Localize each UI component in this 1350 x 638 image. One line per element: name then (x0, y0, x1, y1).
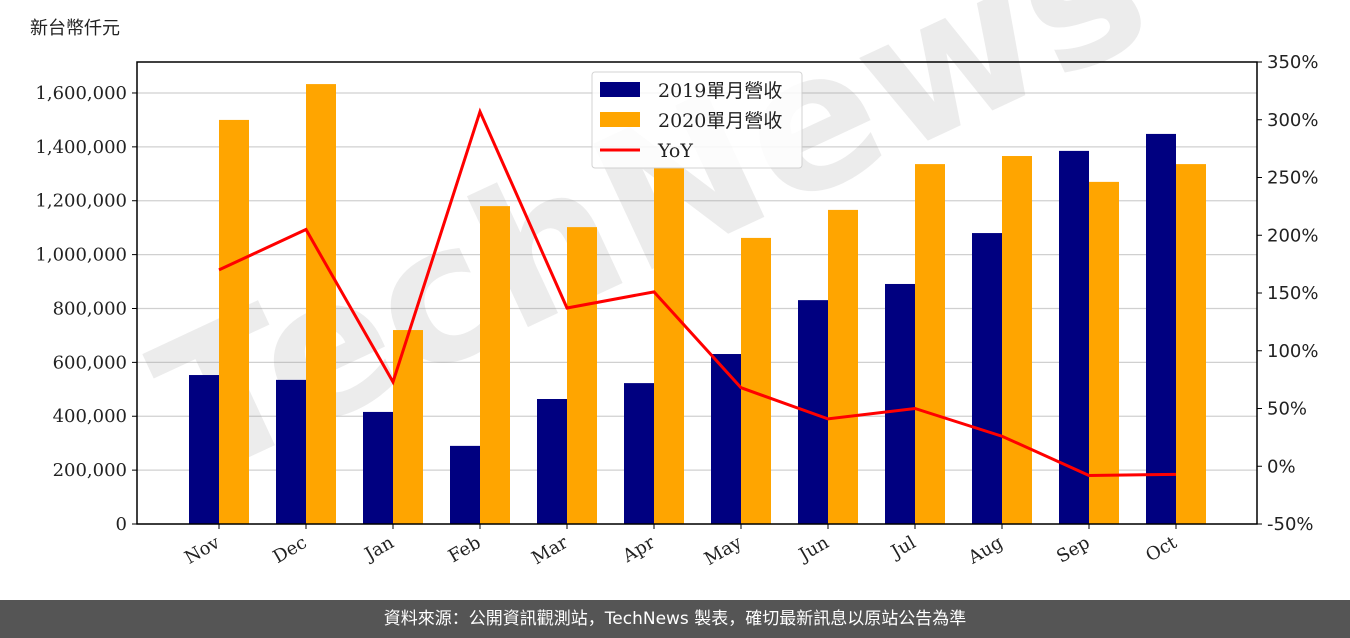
bar-2019 (1059, 150, 1089, 525)
y2-tick-label: 150% (1267, 283, 1318, 304)
bar-2020 (393, 330, 423, 524)
y-tick-label: 1,000,000 (35, 245, 127, 266)
y2-tick-label: 200% (1267, 225, 1318, 246)
y-tick-label: 600,000 (53, 352, 127, 373)
y-tick-label: 1,400,000 (35, 137, 127, 158)
bar-2020 (306, 84, 336, 525)
y2-tick-label: 0% (1267, 456, 1296, 477)
bar-2020 (915, 164, 945, 524)
revenue-chart: 0 200,000 400,000 600,000 800,000 1,000,000 1,… (35, 0, 1318, 570)
bar-2019 (624, 383, 654, 524)
y-tick-label: 1,600,000 (35, 83, 127, 104)
bar-2019 (885, 283, 915, 524)
x-tick-label: Dec (270, 532, 311, 568)
bar-2019 (537, 399, 567, 524)
source-footer: 資料來源：公開資訊觀測站，TechNews 製表，確切最新訊息以原站公告為準 (0, 600, 1350, 638)
x-tick-label: Nov (181, 532, 224, 569)
bar-2019 (711, 354, 741, 524)
bar-2020 (741, 237, 771, 524)
x-tick-label: Sep (1053, 532, 1093, 567)
legend-swatch (600, 82, 640, 97)
bar-2020 (219, 119, 249, 524)
y-tick-label: 200,000 (53, 460, 127, 481)
x-tick-label: Apr (618, 532, 658, 567)
x-tick-label: Jul (886, 532, 920, 564)
y2-tick-label: 350% (1267, 52, 1318, 73)
x-tick-label: May (701, 532, 746, 570)
bar-2019 (363, 411, 393, 524)
y-axis-label: 新台幣仟元 (30, 18, 120, 39)
y-tick-label: 1,200,000 (35, 191, 127, 212)
x-tick-label: Feb (445, 532, 485, 567)
x-tick-label: Oct (1142, 532, 1181, 567)
bar-2020 (1002, 156, 1032, 524)
bar-2020 (567, 227, 597, 524)
bar-2020 (1089, 181, 1119, 524)
legend-box (591, 71, 803, 169)
bar-2019 (276, 379, 306, 524)
x-tick-label: Jun (794, 532, 833, 567)
y2-tick-label: 300% (1267, 110, 1318, 131)
bar-2020 (654, 167, 684, 524)
y-tick-label: 800,000 (53, 298, 127, 319)
x-tick-label: Jan (360, 532, 398, 566)
bar-2019 (1146, 133, 1176, 525)
x-tick-label: Mar (528, 532, 572, 569)
legend-label: 2020單月營收 (658, 110, 782, 132)
y2-tick-label: 50% (1267, 399, 1307, 420)
bar-2020 (480, 206, 510, 525)
x-tick-label: Aug (964, 532, 1007, 569)
bar-2019 (450, 445, 480, 524)
legend-label: YoY (657, 140, 693, 162)
y2-tick-label: 250% (1267, 168, 1318, 189)
bar-2020 (828, 209, 858, 525)
bar-2019 (189, 375, 219, 524)
y2-tick-label: -50% (1267, 514, 1314, 535)
y2-tick-label: 100% (1267, 341, 1318, 362)
legend-swatch (600, 112, 640, 127)
bar-2020 (1176, 164, 1206, 524)
legend-label: 2019單月營收 (658, 80, 782, 102)
bar-2019 (972, 233, 1002, 524)
y-tick-label: 0 (116, 514, 127, 535)
yoy-line (218, 107, 1177, 477)
plot-frame (136, 61, 1258, 525)
y-tick-label: 400,000 (53, 406, 127, 427)
